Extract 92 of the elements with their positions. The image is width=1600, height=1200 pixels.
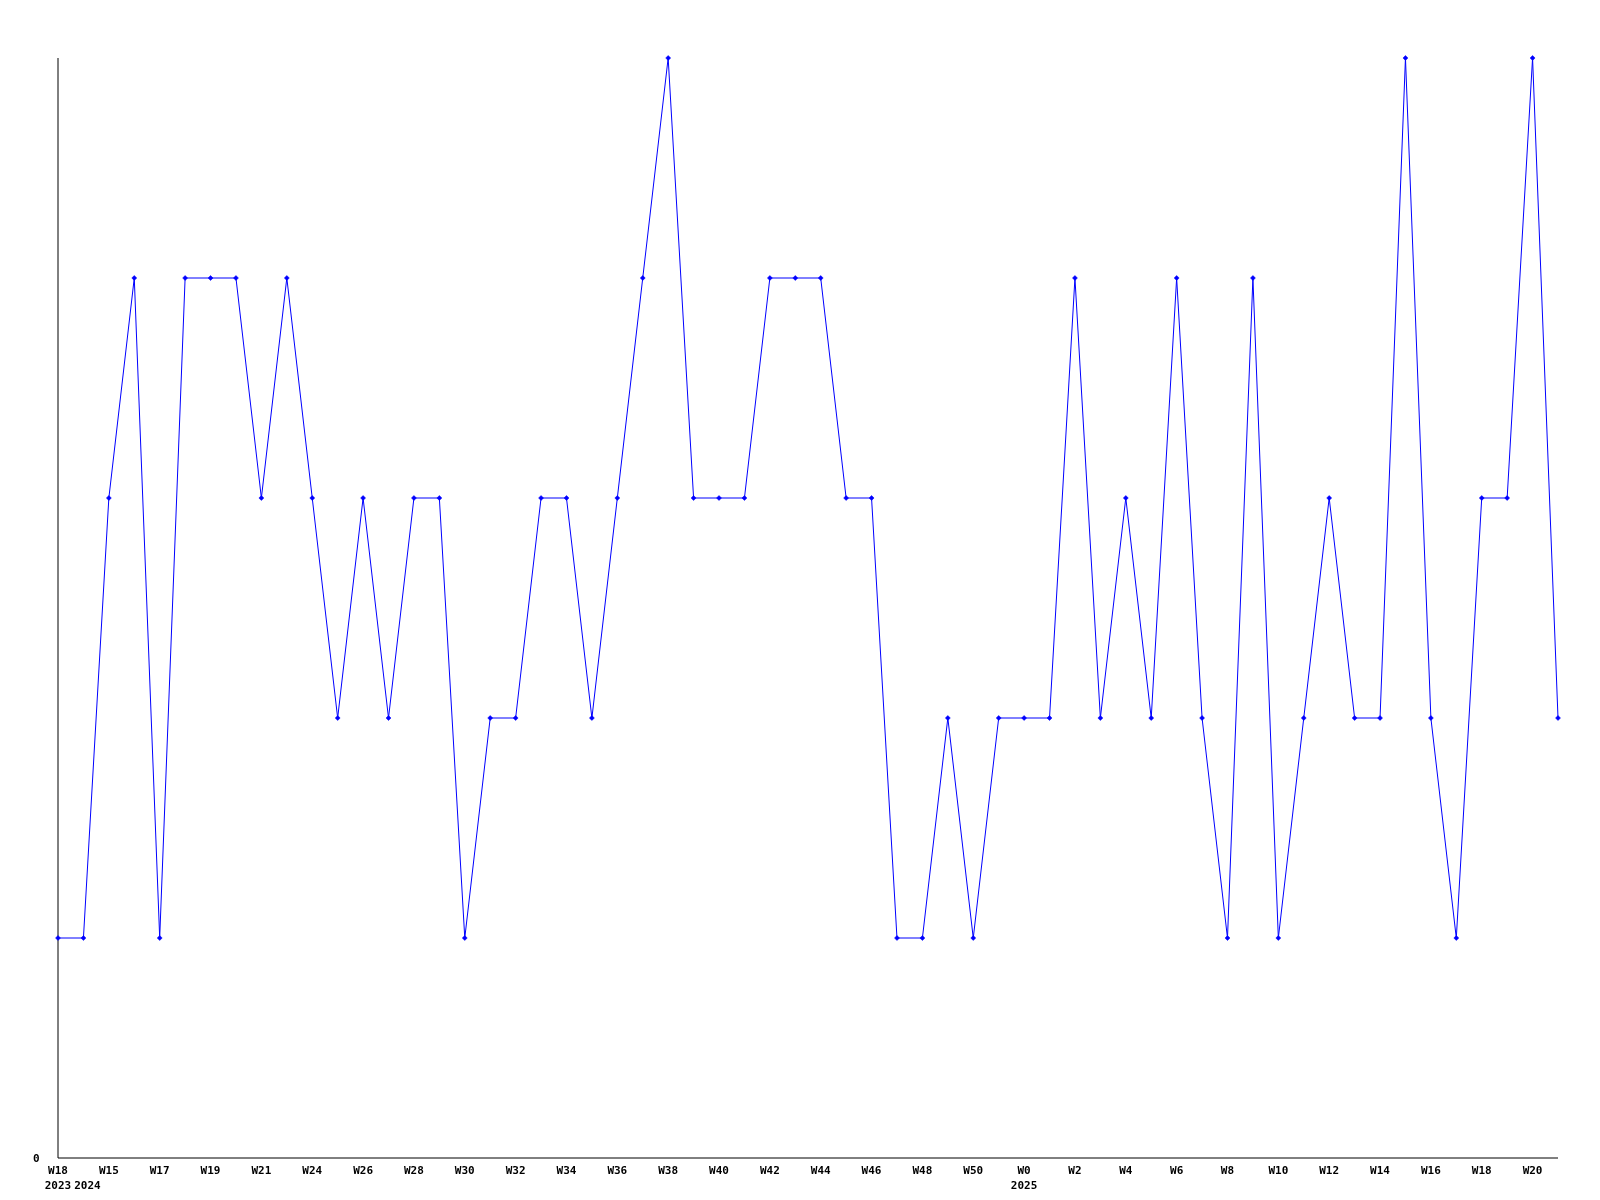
- point: [1199, 715, 1205, 721]
- x-tick-label: W10: [1268, 1164, 1289, 1177]
- x-tick-label: W4: [1119, 1164, 1133, 1177]
- x-tick-label: W21: [251, 1164, 272, 1177]
- x-tick-label: W46: [861, 1164, 882, 1177]
- x-tick-label: W14: [1370, 1164, 1391, 1177]
- point: [1377, 715, 1383, 721]
- x-tick-label: W26: [353, 1164, 374, 1177]
- point: [741, 495, 748, 501]
- point: [792, 275, 799, 281]
- point: [665, 55, 671, 61]
- point: [640, 275, 646, 281]
- point: [258, 495, 265, 501]
- point: [1529, 55, 1536, 61]
- x-tick-label: W20: [1522, 1164, 1543, 1177]
- x-tick-label: W48: [912, 1164, 933, 1177]
- x-tick-label: W40: [709, 1164, 729, 1177]
- point: [334, 715, 341, 721]
- x-tick-label: W6: [1170, 1164, 1184, 1177]
- x-tick-label: W38: [658, 1164, 679, 1177]
- point: [843, 495, 849, 501]
- point: [487, 715, 493, 721]
- point: [1275, 935, 1282, 941]
- x-tick-label: W12: [1319, 1164, 1340, 1177]
- point: [156, 935, 163, 941]
- point: [1555, 715, 1561, 721]
- x-tick-label: W19: [200, 1164, 221, 1177]
- x-tick-label: W44: [810, 1164, 832, 1177]
- point: [894, 935, 900, 941]
- x-tick-label: W24: [302, 1164, 323, 1177]
- point: [1428, 715, 1434, 721]
- point: [106, 495, 112, 501]
- point: [360, 495, 366, 501]
- point: [436, 495, 443, 501]
- point: [207, 275, 214, 281]
- point: [1224, 935, 1231, 941]
- point: [995, 715, 1002, 721]
- point: [589, 715, 595, 721]
- point: [1250, 275, 1256, 281]
- x-tick-label: W30: [454, 1164, 475, 1177]
- point: [462, 935, 468, 941]
- point: [1402, 55, 1409, 61]
- point: [1046, 715, 1053, 721]
- point: [131, 275, 138, 281]
- point: [55, 935, 61, 941]
- point: [868, 495, 875, 501]
- point: [690, 495, 697, 501]
- point: [284, 275, 290, 281]
- x-tick-label: W50: [963, 1164, 984, 1177]
- point: [1478, 495, 1485, 501]
- point: [512, 715, 519, 721]
- point: [614, 495, 621, 501]
- point: [1351, 715, 1358, 721]
- point: [1173, 275, 1180, 281]
- x-tick-label: W36: [607, 1164, 628, 1177]
- point: [817, 275, 824, 281]
- point: [309, 495, 315, 501]
- point: [80, 935, 87, 941]
- point: [1453, 935, 1460, 941]
- point: [385, 715, 392, 721]
- x-tick-label: W8: [1220, 1164, 1235, 1177]
- point: [970, 935, 976, 941]
- x-tick-label: W0 2025: [1010, 1164, 1038, 1192]
- point: [411, 495, 417, 501]
- x-tick-label: W18 2023: [44, 1164, 72, 1192]
- x-tick-label: W16: [1420, 1164, 1442, 1177]
- x-tick-label: W34: [556, 1164, 577, 1177]
- x-tick-label: 2024: [74, 1179, 102, 1192]
- point: [1097, 715, 1104, 721]
- point: [1123, 495, 1129, 501]
- point: [1072, 275, 1078, 281]
- point: [182, 275, 188, 281]
- point: [538, 495, 544, 501]
- x-tick-label: W28: [403, 1164, 424, 1177]
- point: [1504, 495, 1510, 501]
- point: [716, 495, 722, 501]
- point: [233, 275, 239, 281]
- x-tick-label: W17: [149, 1164, 170, 1177]
- point: [919, 935, 926, 941]
- point: [945, 715, 951, 721]
- point: [1326, 495, 1332, 501]
- point: [1021, 715, 1027, 721]
- x-tick-label: W15: [98, 1164, 119, 1177]
- text: 0: [33, 1152, 40, 1165]
- point: [767, 275, 773, 281]
- x-tick-label: W32: [505, 1164, 526, 1177]
- x-tick-label: W18: [1471, 1164, 1492, 1177]
- point: [1301, 715, 1307, 721]
- point: [563, 495, 570, 501]
- x-tick-label: W2: [1068, 1164, 1082, 1177]
- point: [1148, 715, 1154, 721]
- x-tick-label: W42: [759, 1164, 780, 1177]
